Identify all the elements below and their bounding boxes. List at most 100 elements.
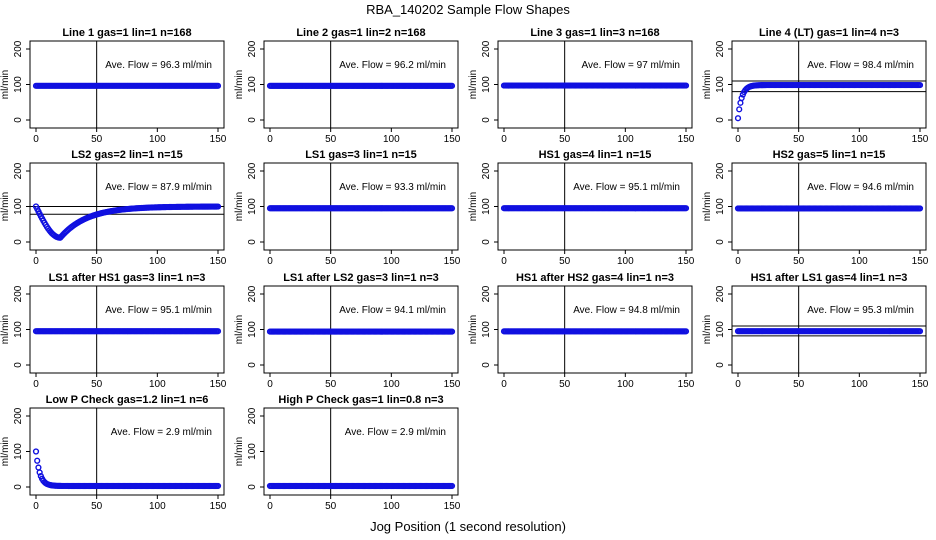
y-tick-label: 100: [247, 198, 258, 215]
y-tick-label: 0: [715, 362, 726, 368]
data-point: [214, 203, 222, 210]
y-tick-label: 200: [13, 285, 24, 302]
y-axis-label: ml/min: [468, 192, 479, 221]
x-tick-label: 100: [149, 134, 166, 145]
y-tick-label: 100: [13, 443, 24, 460]
data-point: [36, 469, 43, 476]
data-points: [32, 203, 222, 241]
y-tick-label: 0: [481, 362, 492, 368]
x-tick-label: 0: [735, 379, 741, 390]
panels-group: Line 1 gas=1 lin=1 n=168 0 50 100 150 0 100 200…: [0, 27, 929, 512]
chart-panel-14: High P Check gas=1 lin=0.8 n=3 0 50 100 150 0…: [234, 394, 461, 512]
average-flow-label: Ave. Flow = 2.9 ml/min: [111, 427, 212, 438]
average-flow-label: Ave. Flow = 2.9 ml/min: [345, 427, 446, 438]
data-points: [32, 82, 222, 89]
average-flow-label: Ave. Flow = 95.3 ml/min: [807, 305, 914, 316]
x-tick-label: 50: [325, 379, 337, 390]
x-tick-label: 0: [501, 256, 507, 267]
y-axis-label: ml/min: [234, 70, 245, 99]
y-axis-label: ml/min: [0, 70, 11, 99]
y-tick-label: 100: [481, 198, 492, 215]
average-flow-label: Ave. Flow = 94.8 ml/min: [573, 305, 680, 316]
x-tick-label: 100: [383, 256, 400, 267]
average-flow-label: Ave. Flow = 94.6 ml/min: [807, 182, 914, 193]
x-tick-label: 0: [267, 134, 273, 145]
x-tick-label: 50: [91, 501, 103, 512]
y-axis-label: ml/min: [702, 315, 713, 344]
y-axis-label: ml/min: [468, 70, 479, 99]
y-tick-label: 100: [13, 76, 24, 93]
y-axis-label: ml/min: [234, 437, 245, 466]
data-point: [916, 328, 924, 335]
x-tick-label: 0: [267, 501, 273, 512]
chart-panel-6: LS1 gas=3 lin=1 n=15 0 50 100 150 0 100 200 ml/m…: [234, 149, 461, 267]
x-tick-label: 100: [617, 134, 634, 145]
x-tick-label: 50: [91, 379, 103, 390]
x-tick-label: 150: [444, 501, 461, 512]
chart-panel-12: HS1 after LS1 gas=4 lin=1 n=3 0 50 100 150 0 1…: [702, 272, 929, 390]
data-points: [32, 328, 222, 335]
x-tick-label: 50: [91, 134, 103, 145]
data-points: [500, 205, 690, 212]
y-axis-label: ml/min: [702, 192, 713, 221]
data-points: [734, 81, 924, 122]
data-point: [916, 205, 924, 212]
x-tick-label: 150: [444, 134, 461, 145]
data-point: [682, 82, 690, 89]
plot-frame: [29, 407, 225, 496]
chart-panel-13: Low P Check gas=1.2 lin=1 n=6 0 50 100 150 0 1…: [0, 394, 227, 512]
y-tick-label: 200: [481, 40, 492, 57]
x-tick-label: 150: [678, 134, 695, 145]
panel-title: Low P Check gas=1.2 lin=1 n=6: [46, 394, 209, 406]
average-flow-label: Ave. Flow = 93.3 ml/min: [339, 182, 446, 193]
x-tick-label: 150: [444, 256, 461, 267]
x-tick-label: 150: [210, 256, 227, 267]
chart-panel-4: Line 4 (LT) gas=1 lin=4 n=3 0 50 100 150 0 100…: [702, 27, 929, 145]
average-flow-label: Ave. Flow = 96.3 ml/min: [105, 60, 212, 71]
y-tick-label: 0: [715, 239, 726, 245]
y-axis-label: ml/min: [468, 315, 479, 344]
x-tick-label: 100: [383, 501, 400, 512]
data-point: [448, 82, 456, 89]
panel-title: High P Check gas=1 lin=0.8 n=3: [278, 394, 443, 406]
x-tick-label: 0: [33, 501, 39, 512]
x-tick-label: 150: [912, 134, 929, 145]
y-tick-label: 0: [13, 239, 24, 245]
x-tick-label: 50: [793, 256, 805, 267]
average-flow-label: Ave. Flow = 96.2 ml/min: [339, 60, 446, 71]
panel-title: Line 3 gas=1 lin=3 n=168: [530, 27, 659, 39]
data-point: [32, 448, 40, 455]
y-tick-label: 200: [247, 407, 258, 424]
data-point: [734, 115, 742, 122]
plot-frame: [263, 407, 459, 496]
x-tick-label: 100: [149, 501, 166, 512]
data-points: [734, 205, 924, 212]
x-tick-label: 150: [210, 379, 227, 390]
y-tick-label: 100: [481, 76, 492, 93]
x-tick-label: 100: [617, 256, 634, 267]
chart-panel-1: Line 1 gas=1 lin=1 n=168 0 50 100 150 0 100 200…: [0, 27, 227, 145]
panel-title: HS1 after HS2 gas=4 lin=1 n=3: [516, 272, 674, 284]
x-tick-label: 150: [912, 379, 929, 390]
y-axis-label: ml/min: [0, 437, 11, 466]
x-tick-label: 0: [267, 379, 273, 390]
x-tick-label: 150: [678, 256, 695, 267]
data-point: [214, 82, 222, 89]
data-point: [448, 328, 456, 335]
data-point: [448, 482, 456, 490]
panel-title: HS1 after LS1 gas=4 lin=1 n=3: [751, 272, 908, 284]
y-axis-label: ml/min: [0, 315, 11, 344]
y-tick-label: 0: [13, 362, 24, 368]
y-tick-label: 0: [715, 117, 726, 123]
x-tick-label: 0: [501, 379, 507, 390]
panel-title: HS1 gas=4 lin=1 n=15: [539, 149, 652, 161]
y-tick-label: 100: [13, 321, 24, 338]
y-tick-label: 100: [481, 321, 492, 338]
y-tick-label: 200: [13, 407, 24, 424]
figure-x-axis-label: Jog Position (1 second resolution): [370, 519, 566, 534]
chart-panel-8: HS2 gas=5 lin=1 n=15 0 50 100 150 0 100 200 ml/m…: [702, 149, 929, 267]
y-tick-label: 0: [247, 117, 258, 123]
y-tick-label: 0: [247, 362, 258, 368]
x-tick-label: 100: [851, 134, 868, 145]
data-points: [500, 82, 690, 89]
